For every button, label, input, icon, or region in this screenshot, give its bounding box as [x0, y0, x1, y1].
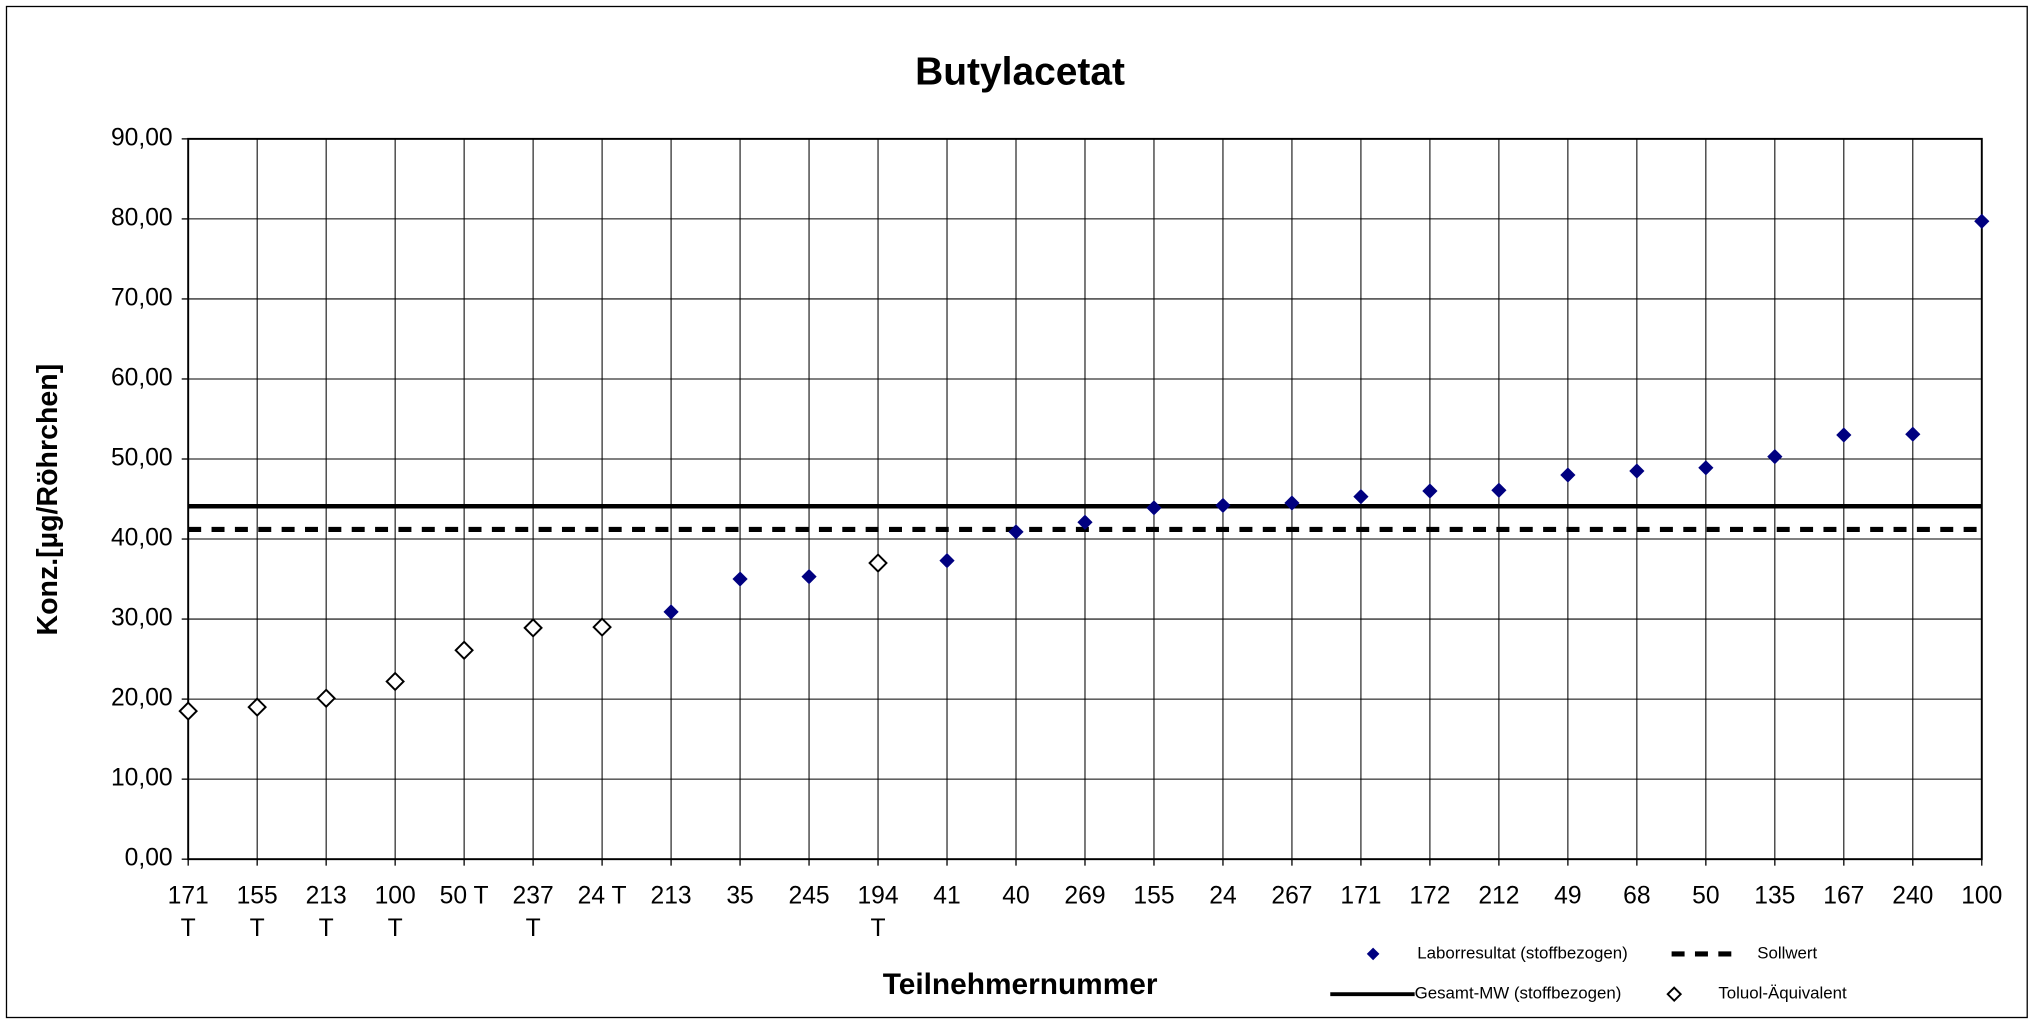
- legend-marker: [1666, 986, 1683, 1003]
- data-point: [1077, 514, 1093, 530]
- x-tick-label: 240: [1892, 882, 1933, 909]
- x-tick-label: 171: [168, 882, 209, 909]
- data-point: [1629, 463, 1645, 479]
- x-tick-label: 167: [1823, 882, 1864, 909]
- data-point: [1905, 426, 1921, 442]
- data-point: [385, 671, 405, 692]
- x-tick-label: 171: [1340, 882, 1381, 909]
- data-point: [1422, 483, 1438, 499]
- x-tick-label: 172: [1409, 882, 1450, 909]
- x-tick-label: 100: [1961, 882, 2002, 909]
- x-tick-label: 50: [1692, 882, 1719, 909]
- x-tick-label: 155: [1133, 882, 1174, 909]
- legend-label: Toluol-Äquivalent: [1718, 984, 1847, 1003]
- x-tick-label: 267: [1271, 882, 1312, 909]
- x-tick-label: 155: [237, 882, 278, 909]
- data-point: [247, 697, 267, 717]
- y-tick-label: 60,00: [111, 364, 173, 391]
- x-tick-label: T: [250, 915, 265, 942]
- x-tick-label: 68: [1623, 882, 1650, 909]
- x-tick-label: T: [526, 915, 541, 942]
- y-tick-label: 80,00: [111, 204, 173, 231]
- x-tick-label: T: [181, 915, 196, 942]
- x-tick-label: 49: [1554, 882, 1581, 909]
- data-point: [1698, 460, 1714, 476]
- data-point: [732, 571, 748, 587]
- y-tick-label: 0,00: [125, 845, 173, 872]
- x-tick-label: 269: [1064, 882, 1105, 909]
- x-tick-label: 135: [1754, 882, 1795, 909]
- data-point: [523, 618, 543, 638]
- data-point: [1284, 495, 1300, 511]
- x-tick-label: 40: [1002, 882, 1029, 909]
- x-tick-label: 50 T: [440, 882, 489, 909]
- data-point: [801, 569, 817, 585]
- x-tick-label: 24: [1209, 882, 1236, 909]
- x-tick-label: 24 T: [578, 882, 627, 909]
- x-tick-label: 41: [933, 882, 960, 909]
- data-point: [1008, 524, 1024, 540]
- data-point: [663, 604, 679, 620]
- y-tick-label: 20,00: [111, 685, 173, 712]
- chart-title: Butylacetat: [915, 50, 1125, 93]
- data-point: [454, 640, 474, 661]
- legend-label: Sollwert: [1757, 943, 1817, 962]
- data-point: [1146, 500, 1162, 516]
- x-tick-label: 245: [788, 882, 829, 909]
- data-point: [178, 701, 198, 721]
- data-point: [1836, 427, 1852, 443]
- x-tick-label: T: [319, 915, 334, 942]
- legend-label: Laborresultat (stoffbezogen): [1417, 943, 1628, 962]
- legend-marker: [1366, 947, 1380, 961]
- x-tick-label: 194: [857, 882, 898, 909]
- y-tick-label: 90,00: [111, 124, 173, 151]
- data-point: [316, 688, 336, 709]
- x-tick-label: 213: [306, 882, 347, 909]
- y-tick-label: 40,00: [111, 525, 173, 552]
- data-point: [1767, 449, 1783, 465]
- data-point: [592, 617, 612, 637]
- data-point: [939, 553, 955, 569]
- x-tick-label: T: [388, 915, 403, 942]
- data-point: [1560, 467, 1576, 483]
- data-point: [1353, 489, 1369, 505]
- data-point: [1491, 482, 1507, 498]
- legend-label: Gesamt-MW (stoffbezogen): [1415, 984, 1622, 1003]
- y-tick-label: 70,00: [111, 284, 173, 311]
- data-point: [1974, 213, 1990, 229]
- x-tick-label: 212: [1478, 882, 1519, 909]
- y-axis-label: Konz.[µg/Röhrchen]: [32, 364, 64, 636]
- x-tick-label: 213: [651, 882, 692, 909]
- y-tick-label: 10,00: [111, 765, 173, 792]
- x-tick-label: 100: [375, 882, 416, 909]
- x-tick-label: T: [871, 915, 886, 942]
- y-tick-label: 50,00: [111, 445, 173, 472]
- data-point: [1215, 497, 1231, 514]
- x-tick-label: 35: [726, 882, 753, 909]
- data-point: [868, 553, 888, 573]
- x-axis-label: Teilnehmernummer: [883, 968, 1158, 1001]
- x-tick-label: 237: [513, 882, 554, 909]
- y-tick-label: 30,00: [111, 605, 173, 632]
